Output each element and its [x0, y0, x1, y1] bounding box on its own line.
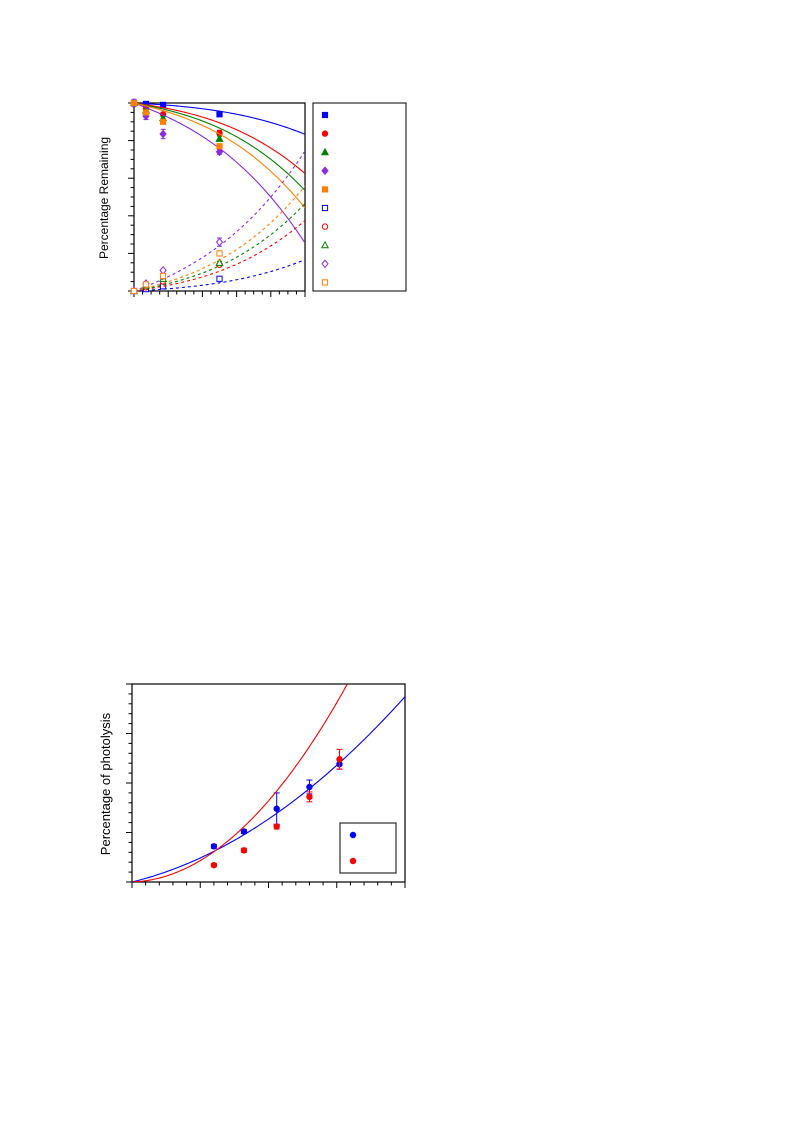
y-axis-label: Percentage Remaining: [97, 137, 111, 259]
legend-marker-1: [349, 831, 357, 839]
data-point: [159, 101, 167, 108]
series-2-fit-line: [134, 103, 305, 174]
data-point: [306, 793, 313, 801]
series-4: [130, 98, 305, 244]
series-5-fit-line: [134, 103, 305, 209]
series-6-fit-group: [134, 259, 305, 291]
legend-frame: [312, 102, 407, 292]
photolysis-series-2: [132, 684, 348, 882]
legend-2: [339, 822, 397, 874]
legend-marker-2: [321, 130, 329, 137]
series-7-fit-line: [134, 220, 305, 291]
legend-marker-8: [320, 240, 330, 249]
legend-marker-7: [321, 223, 329, 230]
photolysis-series-2-fit-group: [132, 684, 348, 882]
series-2-fit-group: [134, 103, 305, 174]
legend-marker-3: [320, 147, 330, 156]
data-point: [216, 111, 223, 118]
series-8-fit-group: [134, 203, 305, 291]
data-point: [215, 134, 224, 142]
data-point: [216, 275, 223, 282]
series-6-fit-line: [134, 259, 305, 291]
series-5-fit-group: [134, 103, 305, 209]
series-10: [130, 185, 305, 295]
data-point: [210, 843, 218, 850]
data-point: [336, 756, 343, 763]
series-3-fit-group: [134, 103, 305, 191]
data-point: [240, 847, 248, 854]
data-point: [273, 805, 280, 812]
data-point: [159, 118, 167, 125]
data-point: [142, 281, 150, 288]
legend: [312, 102, 407, 292]
series-5: [130, 99, 305, 209]
remaining-chart: Percentage Remaining: [97, 98, 407, 297]
data-point: [159, 272, 167, 280]
y-axis-label-2: Percentage of photolysis: [98, 712, 113, 855]
data-point: [240, 828, 248, 835]
legend-marker-5: [321, 186, 329, 193]
data-point: [215, 237, 224, 247]
series-7-fit-group: [134, 220, 305, 291]
photolysis-fit-line-2: [132, 684, 348, 882]
ylabel-group-2: Percentage of photolysis: [98, 712, 113, 855]
legend-marker-9: [321, 259, 329, 269]
data-point: [159, 129, 167, 139]
series-4-fit-group: [134, 103, 305, 244]
series-9: [130, 150, 305, 296]
data-point: [130, 287, 138, 295]
data-point: [142, 109, 150, 116]
series-4-fit-line: [134, 103, 305, 244]
data-point: [216, 143, 223, 150]
legend-marker-1: [321, 111, 329, 119]
series-1: [130, 99, 305, 135]
legend-marker-4: [321, 166, 329, 176]
data-point: [215, 147, 224, 157]
data-point: [306, 783, 313, 791]
legend-marker-10: [321, 279, 329, 286]
series-9-fit-line: [134, 150, 305, 291]
legend-marker-2: [349, 857, 357, 865]
data-point: [210, 861, 218, 869]
photolysis-chart: Percentage of photolysis: [98, 683, 406, 888]
legend-marker-6: [321, 204, 329, 212]
data-point: [216, 250, 223, 257]
data-point: [273, 823, 280, 830]
series-8-fit-line: [134, 203, 305, 291]
ylabel-group: Percentage Remaining: [97, 137, 111, 259]
series-9-fit-group: [134, 150, 305, 291]
series-10-fit-line: [134, 185, 305, 291]
data-point: [130, 99, 138, 107]
data-point: [159, 265, 167, 275]
photolysis-fit-line-1: [132, 696, 405, 882]
series-10-fit-group: [134, 185, 305, 291]
legend-frame-2: [339, 822, 397, 874]
photolysis-series-1-fit-group: [132, 696, 405, 882]
data-point: [215, 258, 224, 266]
series-3-fit-line: [134, 103, 305, 191]
